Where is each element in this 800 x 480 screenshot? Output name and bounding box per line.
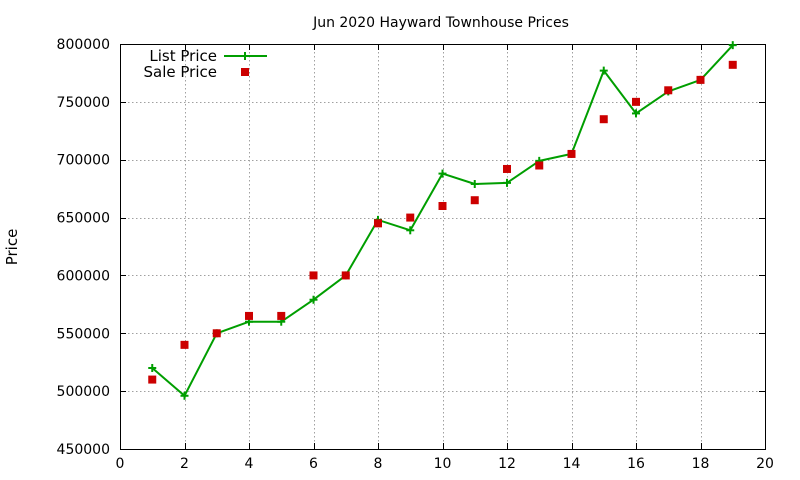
- y-tick-label: 700000: [57, 153, 110, 169]
- sale-price-point: [212, 329, 221, 338]
- legend-plus-swatch: [241, 52, 249, 60]
- grid: [120, 44, 765, 449]
- series-layer: [148, 41, 737, 400]
- y-tick-label: 500000: [57, 384, 110, 400]
- list-price-point: [180, 391, 189, 400]
- legend-square-swatch: [241, 68, 249, 76]
- sale-price-point: [309, 271, 318, 280]
- sale-price-point: [180, 340, 189, 349]
- chart-title: Jun 2020 Hayward Townhouse Prices: [312, 15, 569, 31]
- x-tick-label: 6: [309, 456, 318, 472]
- sale-price-point: [632, 97, 640, 106]
- list-price-point: [470, 180, 479, 189]
- x-tick-label: 12: [498, 456, 516, 472]
- sale-price-point: [696, 75, 705, 84]
- x-tick-label: 10: [434, 456, 452, 472]
- y-tick-label: 650000: [57, 211, 110, 227]
- x-tick-label: 4: [245, 456, 254, 472]
- legend-entry-label: List Price: [149, 47, 217, 65]
- x-tick-label: 16: [627, 456, 645, 472]
- sale-price-point: [374, 219, 382, 228]
- list-price-point: [503, 178, 511, 187]
- y-tick-label: 550000: [57, 326, 110, 342]
- y-tick-label: 450000: [57, 442, 110, 458]
- list-price-line: [151, 44, 734, 397]
- sale-price-point: [148, 375, 157, 384]
- series-1: [148, 41, 737, 400]
- x-tick-label: 8: [374, 456, 383, 472]
- sale-price-point: [438, 202, 447, 210]
- legend-entry-label: Sale Price: [144, 63, 217, 81]
- list-price-point: [406, 226, 415, 235]
- y-axis-label: Price: [3, 229, 21, 266]
- y-tick-label: 600000: [57, 268, 110, 284]
- sale-price-point: [664, 86, 673, 95]
- sale-price-point: [567, 149, 576, 158]
- list-price-point: [599, 66, 608, 75]
- sale-price-point: [599, 115, 608, 124]
- sale-price-point: [728, 60, 737, 69]
- list-price-point: [632, 109, 640, 118]
- list-price-point: [728, 41, 737, 50]
- sale-price-point: [277, 311, 286, 320]
- sale-price-point: [503, 164, 511, 173]
- sale-price-point: [406, 213, 415, 222]
- sale-price-point: [470, 196, 479, 205]
- sale-price-point: [245, 311, 253, 320]
- x-tick-label: 0: [116, 456, 125, 472]
- series-2: [148, 60, 737, 384]
- y-tick-label: 750000: [57, 95, 110, 111]
- y-tick-label: 800000: [57, 37, 110, 53]
- axis-ticks: 0 2 4 6 8 10 12 14 16 18 20 450000 500000 550000 60000…: [57, 37, 774, 472]
- sale-price-point: [341, 271, 350, 280]
- sale-price-point: [535, 161, 544, 170]
- list-price-point: [309, 295, 318, 304]
- x-tick-label: 2: [180, 456, 189, 472]
- x-tick-label: 20: [756, 456, 774, 472]
- list-price-point: [438, 169, 447, 178]
- x-tick-label: 14: [563, 456, 581, 472]
- x-tick-label: 18: [692, 456, 710, 472]
- list-price-point: [148, 364, 157, 372]
